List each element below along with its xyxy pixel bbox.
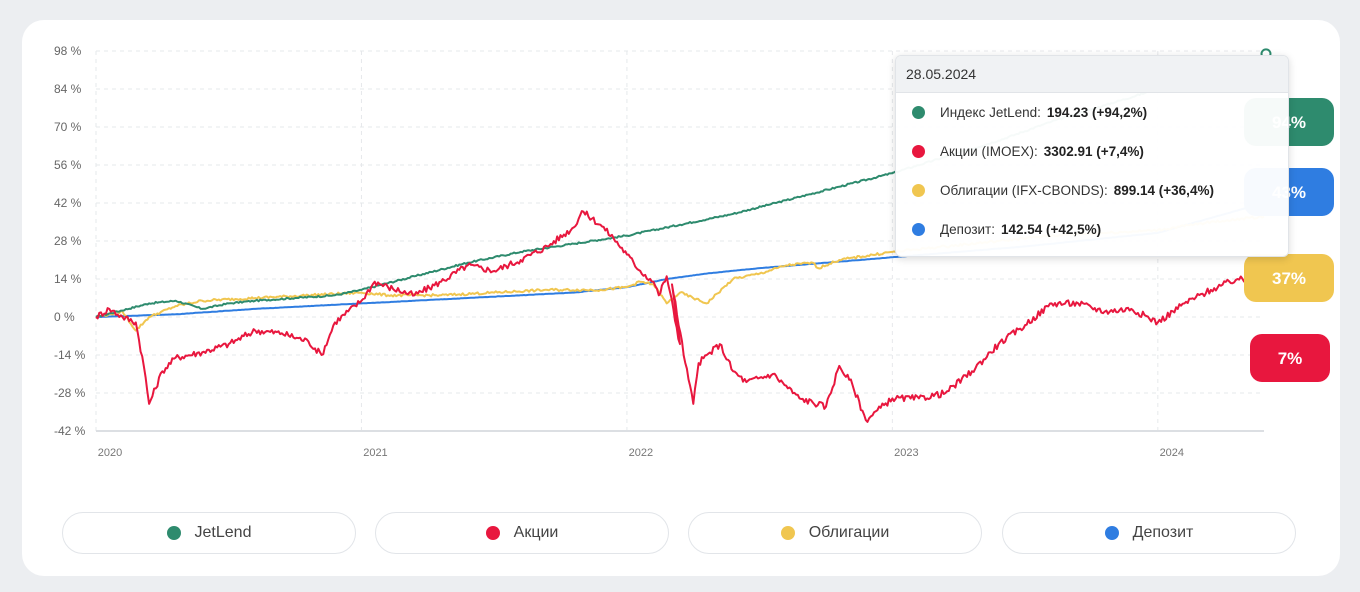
value-badge-bg [1250,334,1330,382]
legend-jetlend-button[interactable]: JetLend [62,512,356,554]
tooltip-label: Индекс JetLend: [940,105,1041,120]
x-tick-label: 2020 [98,447,122,459]
bonds-dot-icon [780,526,795,540]
x-tick-label: 2021 [363,447,387,459]
x-tick-label: 2023 [894,447,918,459]
legend-bonds-button[interactable]: Облигации [688,512,982,554]
tooltip-label: Акции (IMOEX): [940,144,1038,159]
tooltip-row-deposit: Депозит: 142.54 (+42,5%) [896,210,1288,249]
jetlend-dot-icon [166,526,181,540]
y-tick-label: 0 % [54,310,75,324]
chart-card: 98 % 84 % 70 % 56 % 42 % 28 % 14 % 0 % -14 % -28 … [22,20,1340,576]
legend-label: Депозит [1132,524,1194,541]
legend-label: Облигации [808,524,890,541]
jetlend-dot-icon [912,106,925,119]
chart-tooltip: 28.05.2024 Индекс JetLend: 194.23 (+94,2%… [895,55,1289,257]
y-tick-label: 70 % [54,120,82,134]
tooltip-row-bonds: Облигации (IFX-CBONDS): 899.14 (+36,4%) [896,171,1288,210]
y-tick-label: -28 % [54,386,86,400]
value-badge-bg [1244,254,1334,302]
tooltip-date: 28.05.2024 [896,56,1288,93]
deposit-dot-icon [912,223,925,236]
tooltip-label: Облигации (IFX-CBONDS): [940,183,1108,198]
legend-deposit-button[interactable]: Депозит [1002,512,1296,554]
stocks-dot-icon [485,526,500,540]
bonds-dot-icon [912,184,925,197]
stocks-dot-icon [912,145,925,158]
line-chart[interactable]: 98 % 84 % 70 % 56 % 42 % 28 % 14 % 0 % -14 % -28 … [22,20,1340,490]
tooltip-value: 899.14 (+36,4%) [1113,183,1214,198]
x-tick-label: 2024 [1160,447,1184,459]
legend-stocks-button[interactable]: Акции [375,512,669,554]
y-tick-label: -42 % [54,424,86,438]
tooltip-value: 3302.91 (+7,4%) [1043,144,1144,159]
y-tick-label: 42 % [54,196,82,210]
value-badge-label: 37% [1272,269,1306,288]
y-tick-label: 28 % [54,234,82,248]
deposit-dot-icon [1104,526,1119,540]
legend-label: Акции [513,524,559,541]
y-tick-label: 14 % [54,272,82,286]
x-tick-label: 2022 [629,447,653,459]
tooltip-value: 194.23 (+94,2%) [1046,105,1148,120]
legend-label: JetLend [194,524,252,541]
y-tick-label: 56 % [54,158,82,172]
tooltip-label: Депозит: [940,222,995,237]
y-tick-label: 84 % [54,82,82,96]
tooltip-value: 142.54 (+42,5%) [1000,222,1102,237]
y-tick-label: 98 % [54,44,82,58]
value-badge-label: 7% [1278,349,1303,368]
tooltip-row-jetlend: Индекс JetLend: 194.23 (+94,2%) [896,93,1288,132]
y-tick-label: -14 % [54,348,86,362]
tooltip-row-stocks: Акции (IMOEX): 3302.91 (+7,4%) [896,132,1288,171]
series-line-1[interactable] [95,210,1265,423]
